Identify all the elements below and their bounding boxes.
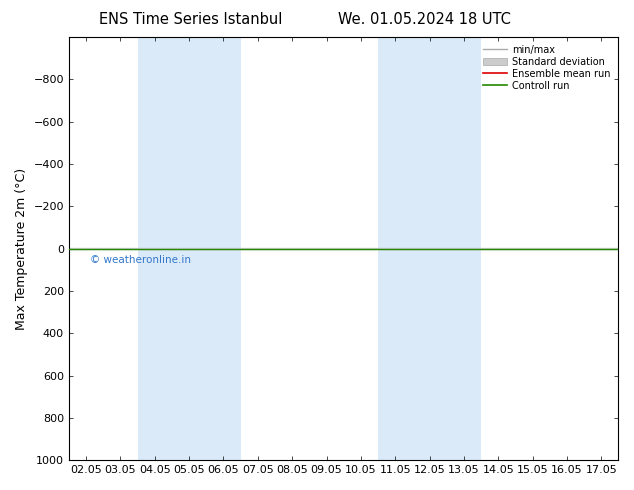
Text: We. 01.05.2024 18 UTC: We. 01.05.2024 18 UTC	[339, 12, 511, 27]
Legend: min/max, Standard deviation, Ensemble mean run, Controll run: min/max, Standard deviation, Ensemble me…	[480, 42, 614, 94]
Bar	[378, 37, 481, 460]
Bar	[138, 37, 241, 460]
Text: ENS Time Series Istanbul: ENS Time Series Istanbul	[98, 12, 282, 27]
Text: © weatheronline.in: © weatheronline.in	[89, 255, 191, 265]
Y-axis label: Max Temperature 2m (°C): Max Temperature 2m (°C)	[15, 168, 28, 330]
